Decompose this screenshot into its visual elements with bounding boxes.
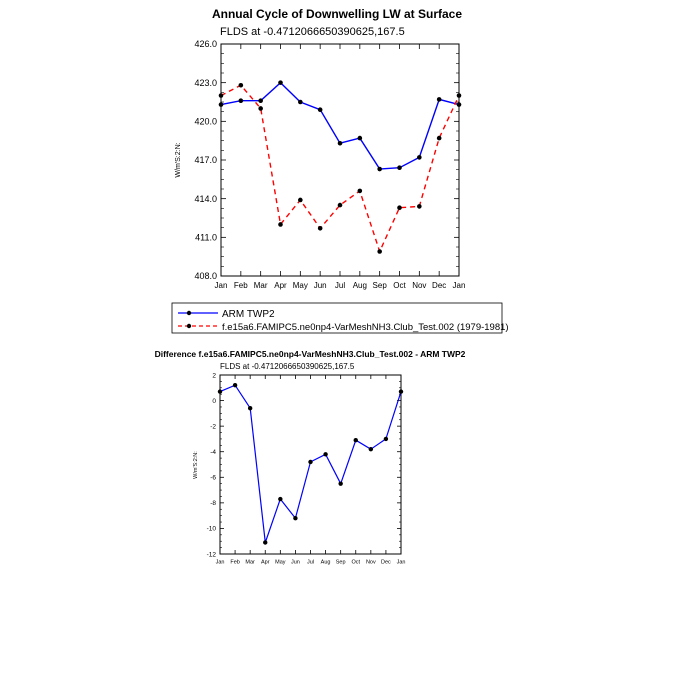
data-point: [317, 107, 323, 113]
data-point: [238, 98, 244, 104]
x-tick-label: Dec: [381, 560, 391, 566]
legend-marker-model: [186, 323, 192, 329]
data-point: [338, 481, 343, 486]
y-tick-label: 420.0: [194, 116, 217, 126]
legend-label-arm-twp2: ARM TWP2: [222, 309, 275, 320]
y-tick-label: -12: [207, 551, 217, 558]
plot-frame: [220, 43, 460, 277]
series-line-1: [220, 84, 460, 254]
difference-y-axis-label: W/m′S:2:N:: [193, 451, 199, 479]
x-tick-label: May: [293, 281, 308, 290]
legend: ARM TWP2 f.e15a6.FAMIPC5.ne0np4-VarMeshN…: [171, 302, 509, 334]
chart-title: Annual Cycle of Downwelling LW at Surfac…: [212, 7, 462, 21]
data-point: [456, 102, 462, 107]
data-point: [298, 197, 303, 203]
data-point: [218, 93, 224, 98]
data-point: [278, 222, 283, 227]
x-tick-label: Sep: [336, 560, 346, 566]
data-point: [293, 516, 298, 521]
difference-title: Difference f.e15a6.FAMIPC5.ne0np4-VarMes…: [155, 349, 466, 359]
data-point: [238, 82, 244, 88]
data-point: [323, 452, 328, 457]
x-tick-label: Apr: [274, 281, 287, 290]
y-tick-label: -6: [210, 475, 216, 482]
y-tick-label: 2: [212, 372, 216, 379]
data-point: [456, 93, 462, 98]
y-tick-label: -10: [207, 526, 217, 533]
x-tick-label: Jan: [215, 281, 228, 290]
data-point: [436, 97, 442, 102]
data-point: [383, 436, 389, 442]
y-axis-label: W/m′S:2:N:: [175, 142, 182, 177]
y-tick-label: 0: [212, 398, 216, 405]
legend-label-model: f.e15a6.FAMIPC5.ne0np4-VarMeshNH3.Club_T…: [222, 322, 509, 333]
x-tick-label: Nov: [366, 560, 376, 566]
data-point: [337, 140, 343, 146]
chart-subtitle: FLDS at -0.4712066650390625,167.5: [220, 26, 405, 38]
x-tick-label: Apr: [261, 560, 270, 566]
legend-box: [171, 302, 503, 334]
data-point: [308, 459, 313, 465]
data-point: [357, 135, 363, 141]
x-tick-label: Mar: [245, 560, 255, 566]
x-tick-label: Oct: [393, 281, 406, 290]
data-point: [247, 406, 253, 411]
data-point: [298, 99, 303, 105]
x-tick-label: Feb: [234, 281, 248, 290]
x-tick-label: Mar: [254, 281, 268, 290]
data-point: [232, 383, 238, 388]
data-point: [377, 249, 382, 254]
data-point: [278, 496, 283, 502]
data-point: [436, 135, 442, 141]
annual-cycle-chart: Annual Cycle of Downwelling LW at Surfac…: [171, 7, 509, 334]
data-point: [317, 226, 323, 231]
y-tick-label: 426.0: [194, 39, 217, 49]
y-tick-label: 411.0: [195, 232, 217, 242]
difference-chart: Difference f.e15a6.FAMIPC5.ne0np4-VarMes…: [155, 349, 466, 566]
data-point: [278, 80, 283, 85]
x-tick-label: Jun: [291, 560, 300, 566]
x-tick-label: Nov: [412, 281, 426, 290]
x-tick-label: Jul: [307, 560, 314, 566]
x-tick-label: Oct: [351, 560, 360, 566]
x-tick-label: Jul: [335, 281, 345, 290]
data-point: [218, 102, 224, 107]
plot-frame: [219, 374, 402, 555]
x-tick-label: Jun: [314, 281, 327, 290]
data-point: [397, 205, 402, 210]
x-tick-label: Jan: [216, 560, 225, 566]
y-tick-label: -8: [210, 500, 216, 507]
x-tick-label: Aug: [353, 281, 367, 290]
x-tick-label: Jan: [397, 560, 406, 566]
data-point: [258, 106, 263, 111]
data-point: [377, 166, 382, 172]
series-line-0: [220, 81, 460, 170]
data-point: [337, 202, 343, 208]
data-point: [368, 446, 374, 452]
difference-subtitle: FLDS at -0.4712066650390625,167.5: [220, 362, 355, 371]
data-point: [417, 155, 422, 160]
x-tick-label: Aug: [321, 560, 331, 566]
data-point: [217, 389, 223, 394]
data-point: [417, 204, 422, 209]
legend-marker-arm-twp2: [186, 310, 192, 316]
data-point: [263, 540, 268, 545]
y-tick-label: -2: [210, 423, 216, 430]
x-tick-label: Sep: [373, 281, 388, 290]
x-tick-label: Jan: [453, 281, 466, 290]
x-tick-label: Feb: [230, 560, 239, 566]
data-point: [258, 98, 263, 104]
data-point: [357, 188, 363, 194]
y-tick-label: 408.0: [194, 271, 217, 281]
y-tick-label: -4: [210, 449, 216, 456]
y-tick-label: 417.0: [194, 155, 217, 165]
x-tick-label: Dec: [432, 281, 446, 290]
data-point: [353, 438, 358, 443]
data-point: [397, 165, 402, 171]
y-tick-label: 414.0: [194, 194, 217, 204]
y-tick-label: 423.0: [194, 78, 217, 88]
x-tick-label: May: [275, 560, 286, 566]
data-point: [398, 389, 404, 394]
